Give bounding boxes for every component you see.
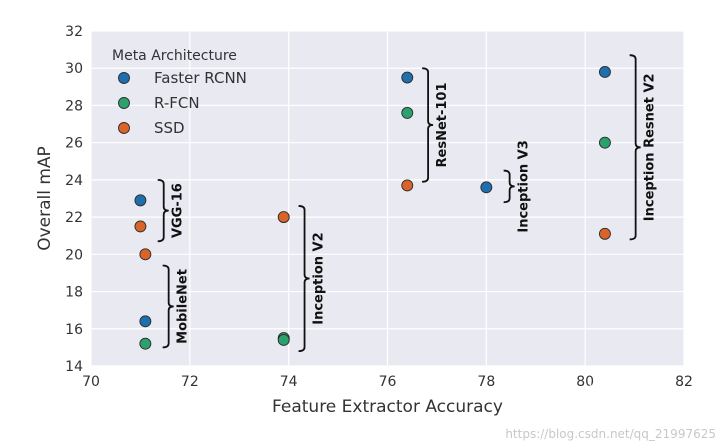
x-tick-label: 74: [280, 374, 298, 390]
point-r-fcn: [598, 136, 611, 149]
legend-label-ssd: SSD: [154, 119, 185, 137]
x-axis-label: Feature Extractor Accuracy: [272, 397, 503, 417]
y-tick-label: 18: [65, 285, 83, 301]
point-ssd: [134, 220, 147, 233]
watermark-url: https://blog.csdn.net/qq_21997625: [505, 427, 716, 441]
x-tick-label: 78: [477, 374, 495, 390]
axis-ticks: 70 72 74 76 78 80 82 14 16 18 20 22 24 26 28 30 32: [65, 24, 693, 390]
watermark-text: 知乎 @金天: [588, 382, 668, 400]
grid: [90, 30, 685, 367]
y-tick-label: 26: [65, 136, 83, 152]
y-tick-label: 32: [65, 24, 83, 40]
point-faster-rcnn: [139, 315, 152, 328]
data-points: [134, 65, 611, 350]
group-label: MobileNet: [176, 269, 191, 344]
point-ssd: [401, 179, 414, 192]
y-tick-label: 16: [65, 322, 83, 338]
point-ssd: [598, 227, 611, 240]
y-tick-label: 14: [65, 359, 83, 375]
legend-marker-ssd: [118, 122, 130, 134]
legend-label-faster-rcnn: Faster RCNN: [154, 69, 247, 87]
x-tick-label: 72: [181, 374, 199, 390]
y-axis-label: Overall mAP: [35, 146, 55, 251]
x-tick-label: 82: [675, 374, 693, 390]
y-tick-label: 22: [65, 210, 83, 226]
y-tick-label: 30: [65, 61, 83, 77]
y-tick-label: 24: [65, 173, 83, 189]
y-tick-label: 28: [65, 98, 83, 114]
legend-marker-faster-rcnn: [118, 72, 130, 84]
point-faster-rcnn: [134, 194, 147, 207]
brace: [503, 169, 515, 204]
group-label: Inception V3: [517, 140, 532, 232]
point-r-fcn: [401, 106, 414, 119]
legend-label-r-fcn: R-FCN: [154, 94, 200, 112]
group-annotations: VGG-16 MobileNet Inception V2 ResNet-101 Inc…: [157, 54, 658, 353]
brace: [298, 205, 310, 353]
legend: Meta Architecture Faster RCNN R-FCN SSD: [112, 48, 247, 137]
x-tick-label: 70: [82, 374, 100, 390]
brace: [162, 264, 174, 349]
x-tick-label: 80: [576, 374, 594, 390]
x-tick-label: 76: [379, 374, 397, 390]
point-faster-rcnn: [480, 181, 493, 194]
legend-title: Meta Architecture: [112, 48, 237, 64]
y-tick-label: 20: [65, 247, 83, 263]
brace: [157, 178, 169, 243]
point-r-fcn: [277, 333, 290, 346]
point-ssd: [139, 248, 152, 261]
point-r-fcn: [139, 337, 152, 350]
legend-marker-r-fcn: [118, 97, 130, 109]
point-faster-rcnn: [401, 71, 414, 84]
group-label: Inception V2: [312, 232, 327, 324]
group-label: VGG-16: [171, 183, 186, 238]
group-label: Inception Resnet V2: [643, 73, 658, 221]
point-faster-rcnn: [598, 65, 611, 78]
point-ssd: [277, 211, 290, 224]
group-label: ResNet-101: [435, 82, 450, 167]
